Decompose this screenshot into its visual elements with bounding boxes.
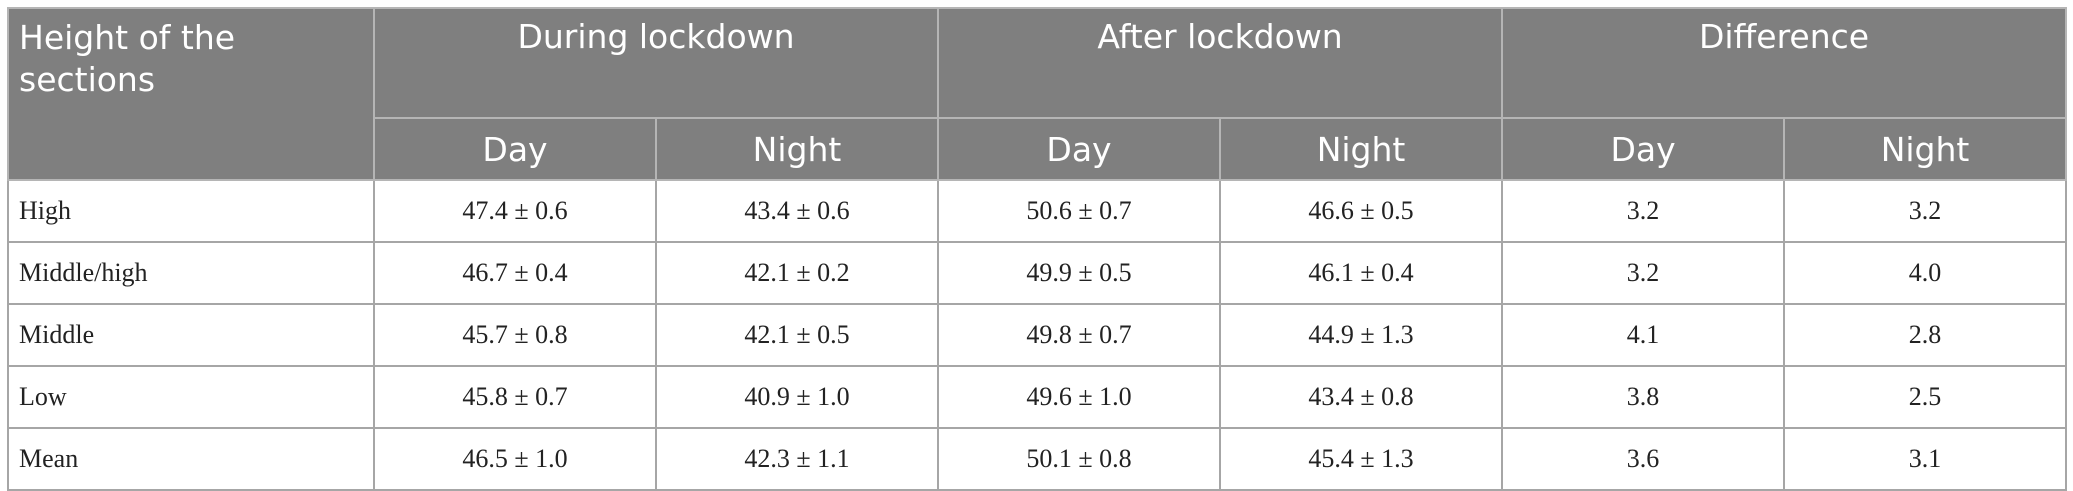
- subheader: Day: [1501, 117, 1786, 181]
- subheader: Night: [1783, 117, 2068, 181]
- cell: 3.6: [1501, 427, 1786, 491]
- cell: 49.8 ± 0.7: [937, 303, 1222, 367]
- cell: 46.6 ± 0.5: [1219, 179, 1504, 243]
- row-label: High: [7, 179, 375, 243]
- group-header: After lockdown: [937, 7, 1504, 119]
- cell: 45.7 ± 0.8: [373, 303, 657, 367]
- cell: 2.5: [1783, 365, 2068, 429]
- subheader: Night: [1219, 117, 1504, 181]
- table-container: Height of the sections During lockdown Af…: [7, 7, 2068, 491]
- cell: 2.8: [1783, 303, 2068, 367]
- row-label: Low: [7, 365, 375, 429]
- cell: 4.1: [1501, 303, 1786, 367]
- cell: 3.2: [1783, 179, 2068, 243]
- subheader: Night: [654, 117, 940, 181]
- cell: 3.2: [1501, 241, 1786, 305]
- table-row: High 47.4 ± 0.6 43.4 ± 0.6 50.6 ± 0.7 46.6 ±…: [7, 179, 2068, 243]
- header-row: Height of the sections During lockdown Af…: [7, 7, 2068, 181]
- cell: 43.4 ± 0.6: [654, 179, 940, 243]
- cell: 49.6 ± 1.0: [937, 365, 1222, 429]
- cell: 3.1: [1783, 427, 2068, 491]
- cell: 43.4 ± 0.8: [1219, 365, 1504, 429]
- cell: 46.1 ± 0.4: [1219, 241, 1504, 305]
- table-row: Mean 46.5 ± 1.0 42.3 ± 1.1 50.1 ± 0.8 45.4 ±…: [7, 427, 2068, 491]
- cell: 40.9 ± 1.0: [654, 365, 940, 429]
- subheader: Day: [937, 117, 1222, 181]
- group-header: During lockdown: [372, 7, 940, 119]
- subheader-row: Day Night Day Night Day Night: [8, 117, 2068, 181]
- cell: 42.1 ± 0.2: [654, 241, 940, 305]
- table-row: Middle/high 46.7 ± 0.4 42.1 ± 0.2 49.9 ± 0.…: [7, 241, 2068, 305]
- table-row: Middle 45.7 ± 0.8 42.1 ± 0.5 49.8 ± 0.7 44.9…: [7, 303, 2068, 367]
- row-label: Mean: [7, 427, 375, 491]
- cell: 45.8 ± 0.7: [373, 365, 657, 429]
- cell: 50.6 ± 0.7: [937, 179, 1222, 243]
- row-label-header: Height of the sections: [7, 7, 375, 181]
- cell: 44.9 ± 1.3: [1219, 303, 1504, 367]
- row-label: Middle: [7, 303, 375, 367]
- cell: 50.1 ± 0.8: [937, 427, 1222, 491]
- cell: 42.3 ± 1.1: [654, 427, 940, 491]
- row-label: Middle/high: [7, 241, 375, 305]
- data-table: Height of the sections During lockdown Af…: [7, 7, 2068, 491]
- cell: 47.4 ± 0.6: [373, 179, 657, 243]
- cell: 3.8: [1501, 365, 1786, 429]
- cell: 49.9 ± 0.5: [937, 241, 1222, 305]
- subheader: Day: [373, 117, 657, 181]
- cell: 46.7 ± 0.4: [373, 241, 657, 305]
- cell: 45.4 ± 1.3: [1219, 427, 1504, 491]
- cell: 3.2: [1501, 179, 1786, 243]
- group-header: Difference: [1501, 7, 2068, 119]
- table-row: Low 45.8 ± 0.7 40.9 ± 1.0 49.6 ± 1.0 43.4 ± …: [7, 365, 2068, 429]
- cell: 4.0: [1783, 241, 2068, 305]
- cell: 42.1 ± 0.5: [654, 303, 940, 367]
- cell: 46.5 ± 1.0: [373, 427, 657, 491]
